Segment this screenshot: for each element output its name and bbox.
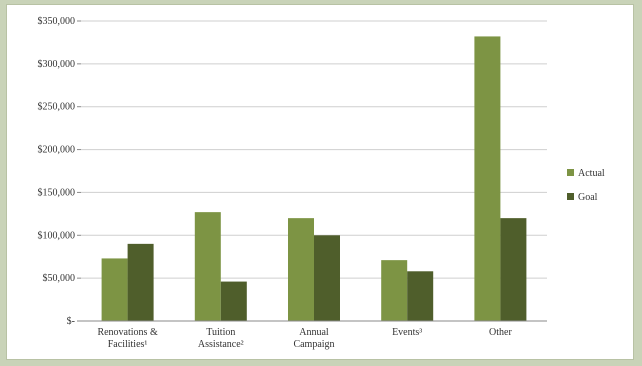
y-tick-label: $250,000 bbox=[38, 102, 76, 113]
x-axis-categories: Renovations & Facilities¹ Tuition Assistanc… bbox=[97, 327, 512, 350]
bar-actual-4 bbox=[474, 36, 501, 321]
y-tick-label: $100,000 bbox=[38, 230, 76, 241]
legend-label-goal: Goal bbox=[578, 192, 598, 203]
legend-swatch-goal bbox=[567, 193, 574, 200]
x-category-label: Annual Campaign bbox=[293, 327, 334, 350]
y-tick-label: $350,000 bbox=[38, 16, 76, 27]
y-tick-label: $150,000 bbox=[38, 187, 76, 198]
bar-goal-2 bbox=[314, 235, 340, 321]
bar-actual-2 bbox=[288, 218, 314, 321]
bar-goal-4 bbox=[500, 218, 527, 321]
y-axis-ticks: $- $50,000 $100,000 $150,000 $200,000 $250,00… bbox=[38, 16, 81, 327]
bar-actual-1 bbox=[194, 212, 221, 321]
x-category-label: Tuition Assistance² bbox=[198, 327, 244, 350]
legend-label-actual: Actual bbox=[578, 168, 605, 179]
bars bbox=[101, 36, 527, 321]
bar-goal-3 bbox=[407, 271, 434, 321]
bar-goal-0 bbox=[127, 243, 154, 321]
x-category-label: Events³ bbox=[392, 327, 422, 338]
bar-goal-1 bbox=[220, 281, 247, 321]
gridlines bbox=[81, 20, 547, 279]
bar-actual-3 bbox=[381, 260, 408, 321]
y-tick-label: $- bbox=[67, 316, 75, 327]
legend: Actual Goal bbox=[567, 168, 605, 203]
x-category-label: Renovations & Facilities¹ bbox=[97, 327, 157, 350]
bar-chart: $- $50,000 $100,000 $150,000 $200,000 $250,00… bbox=[38, 16, 605, 350]
legend-swatch-actual bbox=[567, 169, 574, 176]
x-category-label: Other bbox=[489, 327, 512, 338]
chart-frame: $- $50,000 $100,000 $150,000 $200,000 $250,00… bbox=[6, 4, 634, 360]
y-tick-label: $300,000 bbox=[38, 59, 76, 70]
bar-actual-0 bbox=[101, 258, 128, 321]
y-tick-label: $50,000 bbox=[43, 273, 76, 284]
y-tick-label: $200,000 bbox=[38, 145, 76, 156]
